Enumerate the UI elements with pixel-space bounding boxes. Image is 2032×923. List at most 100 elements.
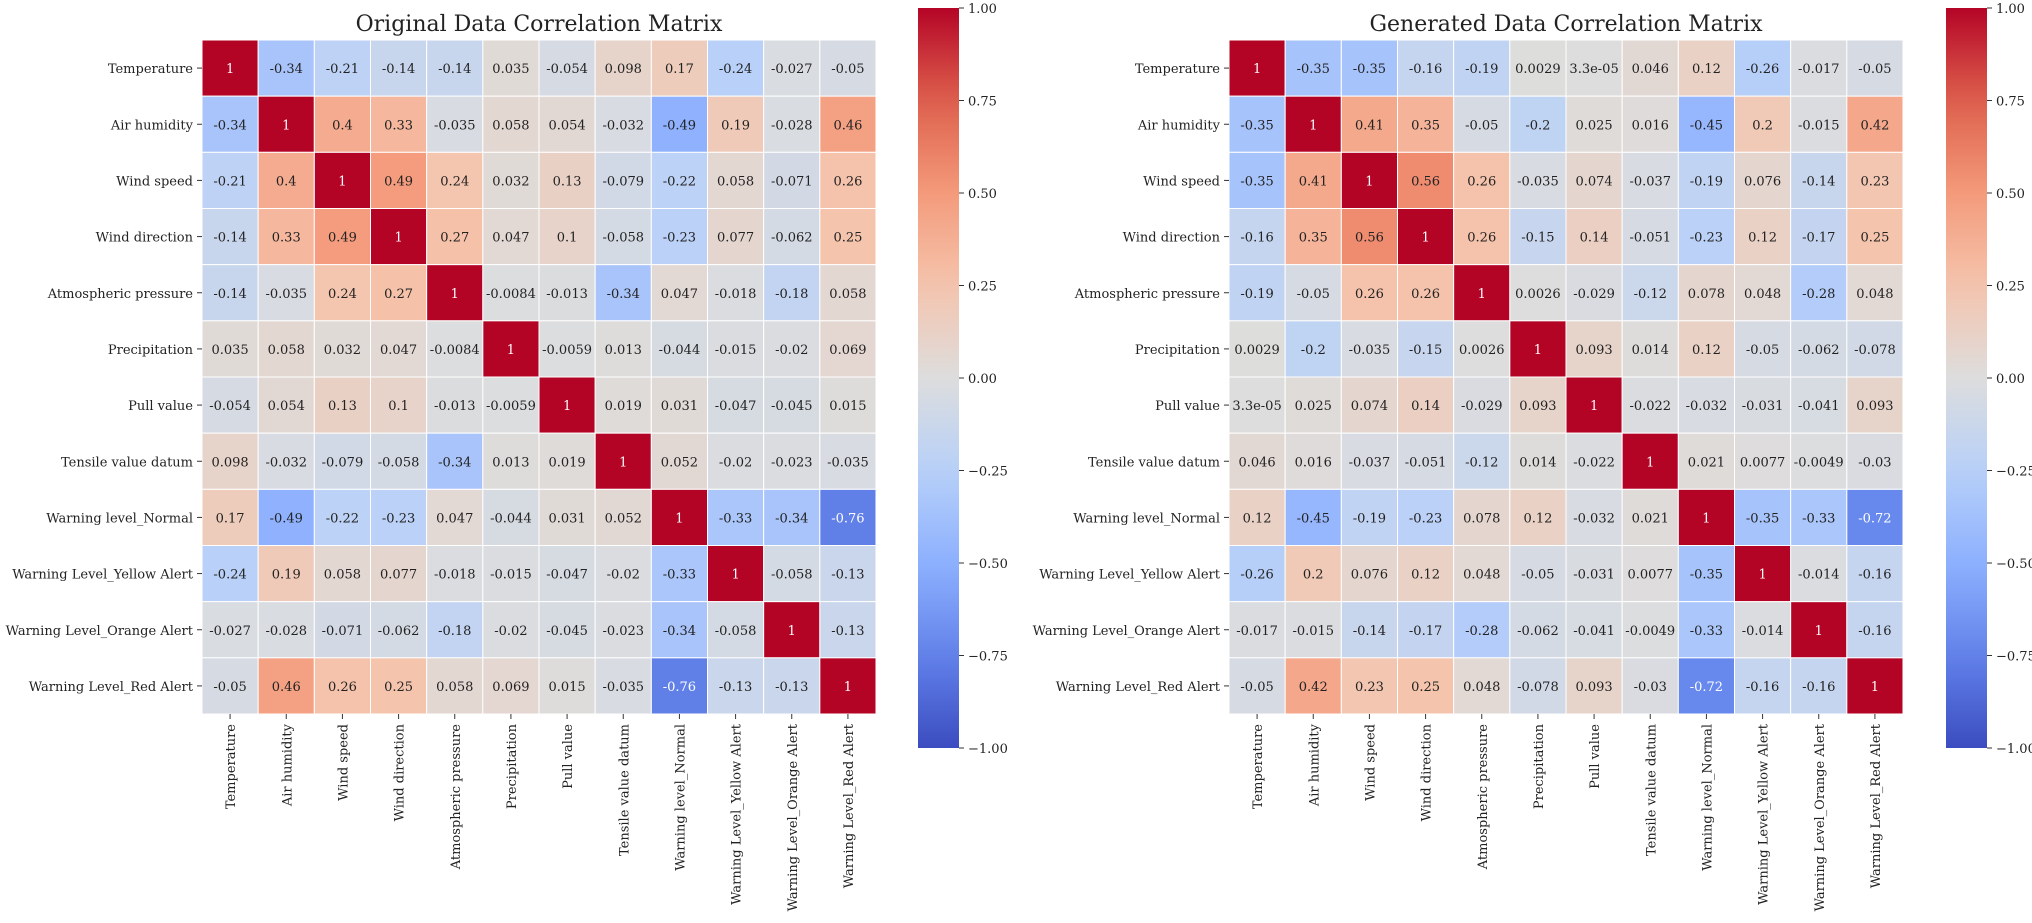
cell-value-label: 0.25 [833,231,862,246]
cell-value-label: -0.13 [719,680,752,695]
cell-value-label: 0.093 [1856,399,1893,414]
heatmap-cell [1284,432,1342,490]
cell-value-label: -0.022 [1629,399,1671,414]
cell-value-label: 1 [1421,231,1429,246]
cell-value-label: 0.26 [833,174,862,189]
heatmap-cell [707,657,765,715]
heatmap-cell [201,432,259,490]
heatmap-cell [538,601,596,659]
heatmap-cell [370,432,428,490]
cell-value-label: -0.21 [326,62,359,77]
heatmap-cell [1621,545,1679,603]
heatmap-cell [1397,545,1455,603]
heatmap-cell [763,208,821,266]
heatmap-cell [1734,264,1792,322]
heatmap-cell [313,151,372,209]
cell-value-label: -0.23 [663,231,696,246]
cell-value-label: 0.021 [1632,511,1669,526]
heatmap-cell [257,545,315,603]
cell-value-label: 0.35 [1411,118,1440,133]
heatmap-cell [1453,601,1511,659]
cell-value-label: -0.33 [663,568,696,583]
cell-value-label: 0.074 [1351,399,1388,414]
cell-value-label: 1 [1253,62,1261,77]
cell-value-label: -0.13 [775,680,808,695]
colorbar-tick-label: 0.00 [1996,372,2025,387]
y-tick-label: Warning Level_Red Alert [1056,680,1221,695]
cell-value-label: -0.078 [1517,680,1559,695]
cell-value-label: -0.17 [1802,231,1835,246]
heatmap-cell [482,601,540,659]
cell-value-label: 0.14 [1580,231,1609,246]
heatmap-cell [594,488,652,547]
cell-value-label: -0.12 [1465,455,1498,470]
cell-value-label: -0.14 [1353,624,1386,639]
heatmap-cell [201,208,259,266]
y-tick-label: Warning level_Normal [1073,511,1220,526]
cell-value-label: 0.016 [1295,455,1332,470]
heatmap-cell [650,95,708,153]
cell-value-label: 1 [394,231,402,246]
heatmap-2: Generated Data Correlation Matrix 1 -0.35 -… [1033,2,2032,911]
cell-value-label: -0.05 [1240,680,1273,695]
heatmap-cell [1453,151,1511,209]
cell-value-label: 0.098 [211,455,248,470]
cell-value-label: -0.35 [1240,118,1273,133]
cell-value-label: -0.18 [775,287,808,302]
cell-value-label: -0.017 [1236,624,1278,639]
y-tick-label: Pull value [128,399,193,414]
cell-value-label: -0.029 [1461,399,1503,414]
heatmap-cell [707,208,765,266]
heatmap-cell [257,264,315,322]
heatmap-cell [1228,320,1286,378]
heatmap-cell [763,545,821,603]
cell-value-label: 0.2 [1303,568,1324,583]
cell-value-label: 0.19 [721,118,750,133]
cell-value-label: -0.34 [775,511,808,526]
chart-title: Generated Data Correlation Matrix [1369,12,1763,37]
y-tick-label: Warning level_Normal [46,511,193,526]
cell-value-label: -0.12 [1634,287,1667,302]
heatmap-cell [763,264,821,322]
heatmap-cell [482,264,540,322]
heatmap-cell [1677,320,1736,378]
heatmap-cell [1565,320,1623,378]
cell-value-label: -0.014 [1742,624,1784,639]
cell-value-label: 0.17 [665,62,694,77]
cell-value-label: -0.26 [1240,568,1273,583]
heatmap-cell [819,601,877,659]
cell-value-label: 1 [844,680,852,695]
x-tick-label: Air humidity [1307,723,1322,807]
cell-value-label: -0.23 [1409,511,1442,526]
cell-value-label: 3.3e-05 [1569,62,1618,77]
cell-value-label: -0.062 [1517,624,1559,639]
heatmap-cell [201,264,259,322]
heatmap-cell [201,601,259,659]
cell-value-label: 0.054 [548,118,585,133]
cell-value-label: -0.05 [1746,343,1779,358]
heatmap-cell [257,95,315,153]
cell-value-label: 0.0077 [1740,455,1786,470]
heatmap-cell [1228,601,1286,659]
cell-value-label: 0.077 [380,568,417,583]
cell-value-label: -0.015 [715,343,757,358]
y-tick-label: Wind speed [116,174,193,189]
cell-value-label: -0.14 [438,62,471,77]
colorbar-tick-label: −1.00 [968,742,1008,757]
heatmap-cell [1734,545,1792,603]
cell-value-label: -0.022 [1573,455,1615,470]
cell-value-label: 0.058 [492,118,529,133]
heatmap-cell [1509,657,1567,715]
x-tick-label: Warning Level_Red Alert [1869,723,1884,888]
heatmap-cell [1565,545,1623,603]
heatmap-cell [1340,657,1399,715]
cell-value-label: 0.019 [548,455,585,470]
cell-value-label: -0.72 [1858,511,1891,526]
cell-value-label: -0.49 [663,118,696,133]
heatmap-cell [1453,39,1511,97]
cell-value-label: -0.0049 [1625,624,1675,639]
cell-value-label: 0.058 [268,343,305,358]
cell-value-label: -0.05 [1465,118,1498,133]
cell-value-label: -0.23 [382,511,415,526]
